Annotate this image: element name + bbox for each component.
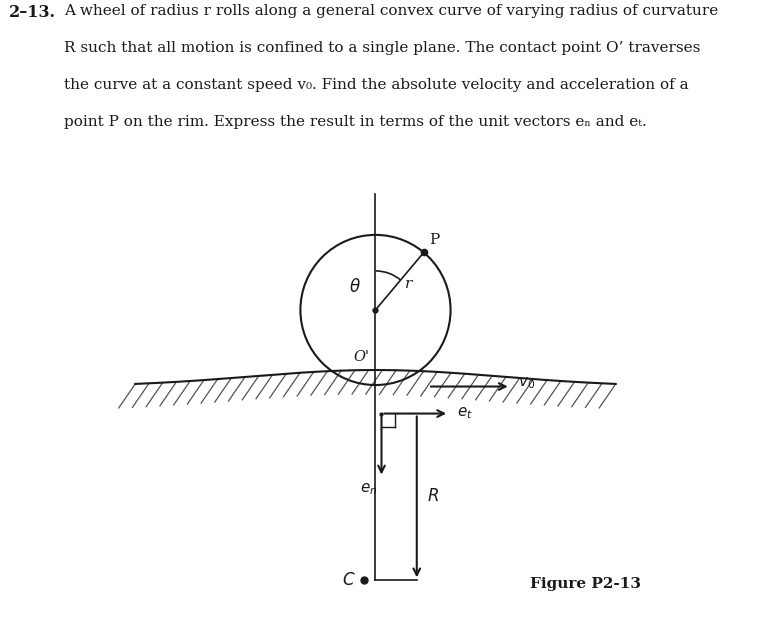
Text: $C$: $C$ (341, 572, 355, 588)
Text: point P on the rim. Express the result in terms of the unit vectors eₙ and eₜ.: point P on the rim. Express the result i… (64, 115, 647, 129)
Text: the curve at a constant speed v₀. Find the absolute velocity and acceleration of: the curve at a constant speed v₀. Find t… (64, 78, 689, 92)
Text: P: P (429, 233, 439, 247)
Text: $v_0$: $v_0$ (518, 376, 535, 391)
Text: r: r (405, 277, 412, 291)
Text: $\theta$: $\theta$ (348, 278, 360, 296)
Text: Figure P2-13: Figure P2-13 (530, 577, 641, 592)
Text: 2–13.: 2–13. (9, 4, 56, 21)
Text: $e_t$: $e_t$ (457, 406, 473, 421)
Text: O': O' (354, 350, 369, 364)
Text: $e_n$: $e_n$ (359, 481, 377, 497)
Text: R such that all motion is confined to a single plane. The contact point O’ trave: R such that all motion is confined to a … (64, 41, 701, 55)
Text: $R$: $R$ (427, 489, 439, 505)
Text: A wheel of radius r rolls along a general convex curve of varying radius of curv: A wheel of radius r rolls along a genera… (64, 4, 719, 18)
